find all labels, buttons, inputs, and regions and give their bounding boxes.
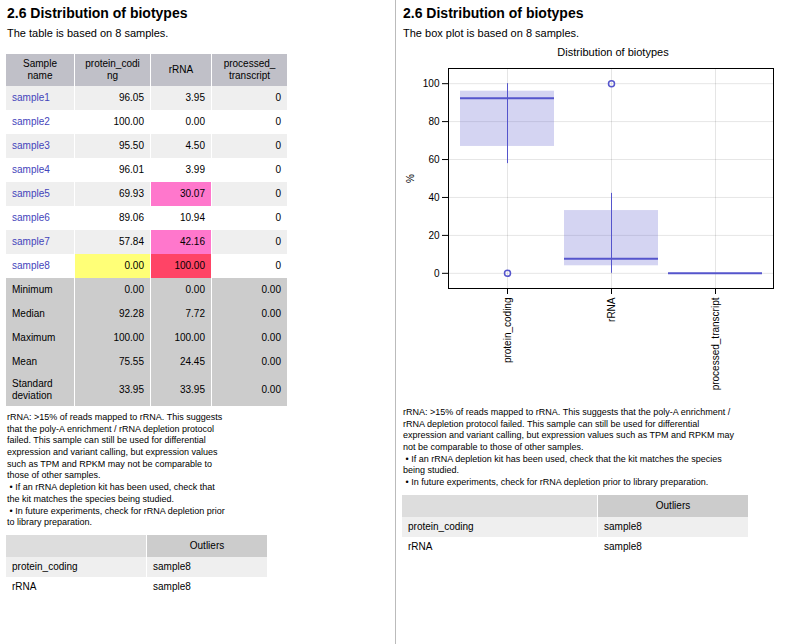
html-text:rRNA: >15% of reads mapped to: rRNA: >15% of reads mapped to rRNA. This…	[7, 412, 225, 528]
html-text:0.00: 0.00	[261, 332, 281, 343]
html-text:92.28: 92.28	[119, 308, 144, 319]
svg-text:processed_transcript: processed_transcript	[710, 297, 721, 390]
html-text:sample6: sample6	[12, 212, 50, 223]
html-text:0: 0	[275, 260, 281, 271]
svg-text:80: 80	[428, 116, 440, 127]
html-text:33.95: 33.95	[119, 384, 144, 395]
html-text:protein_codi ng: protein_codi ng	[85, 58, 140, 81]
html-text:sample5: sample5	[12, 188, 50, 199]
html-text:2.6 Distribution of biotypes: 2.6 Distribution of biotypes	[7, 5, 188, 21]
html-text:30.07: 30.07	[180, 188, 205, 199]
html-text:sample2: sample2	[12, 116, 50, 127]
html-text:96.01: 96.01	[119, 164, 144, 175]
html-text:0.00: 0.00	[261, 356, 281, 367]
html-text:96.05: 96.05	[119, 92, 144, 103]
html-text:0: 0	[275, 188, 281, 199]
html-text:0.00: 0.00	[261, 384, 281, 395]
html-text:sample8: sample8	[153, 560, 191, 572]
html-text:sample3: sample3	[12, 140, 50, 151]
html-text:3.95: 3.95	[185, 92, 205, 103]
html-text:0: 0	[275, 116, 281, 127]
svg-text:0: 0	[434, 268, 440, 279]
html-text:sample8: sample8	[604, 520, 642, 532]
html-text:2.6 Distribution of biotypes: 2.6 Distribution of biotypes	[403, 5, 584, 21]
html-text:100.00: 100.00	[174, 260, 205, 271]
html-text:75.55: 75.55	[119, 356, 144, 367]
html-text:95.50: 95.50	[119, 140, 144, 151]
html-text:protein_coding: protein_coding	[408, 520, 474, 532]
html-text:0: 0	[275, 236, 281, 247]
html-text:0.00: 0.00	[185, 284, 205, 295]
html-text:sample8: sample8	[604, 540, 642, 552]
html-text:100.00: 100.00	[113, 332, 144, 343]
html-text:33.95: 33.95	[180, 384, 205, 395]
svg-text:%: %	[405, 174, 416, 183]
html-text:0.00: 0.00	[185, 116, 205, 127]
html-text:89.06: 89.06	[119, 212, 144, 223]
svg-text:40: 40	[428, 192, 440, 203]
svg-text:rRNA: rRNA	[606, 297, 617, 322]
html-text:7.72: 7.72	[185, 308, 205, 319]
html-text:0: 0	[275, 92, 281, 103]
html-text:0.00: 0.00	[124, 260, 144, 271]
html-text:sample4: sample4	[12, 164, 50, 175]
html-text:0.00: 0.00	[261, 308, 281, 319]
html-text:0.00: 0.00	[261, 284, 281, 295]
html-text:Sample name: Sample name	[23, 58, 57, 81]
html-text:The box plot is based on 8 sam: The box plot is based on 8 samples.	[403, 27, 580, 39]
html-text:Minimum: Minimum	[12, 284, 53, 295]
html-text:42.16: 42.16	[180, 236, 205, 247]
html-text:0: 0	[275, 164, 281, 175]
html-text:processed_ transcript: processed_ transcript	[223, 58, 276, 81]
html-text:24.45: 24.45	[180, 356, 205, 367]
html-text:sample7: sample7	[12, 236, 50, 247]
svg-text:60: 60	[428, 154, 440, 165]
html-text:0.00: 0.00	[124, 284, 144, 295]
html-text:0: 0	[275, 140, 281, 151]
html-text:Distribution of biotypes: Distribution of biotypes	[557, 46, 669, 58]
html-text:69.93: 69.93	[119, 188, 144, 199]
html-text:sample8: sample8	[12, 260, 50, 271]
html-text:rRNA: rRNA	[408, 540, 433, 552]
svg-text:100: 100	[423, 78, 440, 89]
html-text:4.50: 4.50	[185, 140, 205, 151]
html-text:Maximum: Maximum	[12, 332, 56, 343]
html-text:protein_coding: protein_coding	[12, 560, 78, 572]
svg-text:20: 20	[428, 230, 440, 241]
html-text:57.84: 57.84	[119, 236, 144, 247]
html-text:rRNA: rRNA	[12, 580, 37, 592]
html-text:10.94: 10.94	[180, 212, 205, 223]
html-text:rRNA: >15% of reads mapped to: rRNA: >15% of reads mapped to rRNA. This…	[403, 407, 734, 488]
html-text:Mean: Mean	[12, 356, 37, 367]
html-text:Standard deviation: Standard deviation	[12, 378, 53, 401]
html-text:rRNA: rRNA	[168, 64, 194, 75]
html-text:Outliers: Outliers	[655, 499, 691, 511]
html-text:3.99: 3.99	[185, 164, 205, 175]
html-text:sample1: sample1	[12, 92, 50, 103]
html-text:0: 0	[275, 212, 281, 223]
html-text:The table is based on 8 sample: The table is based on 8 samples.	[7, 27, 169, 39]
html-text:Outliers: Outliers	[189, 539, 225, 551]
html-text:100.00: 100.00	[113, 116, 144, 127]
html-text:100.00: 100.00	[174, 332, 205, 343]
svg-text:protein_coding: protein_coding	[502, 298, 513, 364]
html-text:Median: Median	[12, 308, 45, 319]
html-text:sample8: sample8	[153, 580, 191, 592]
